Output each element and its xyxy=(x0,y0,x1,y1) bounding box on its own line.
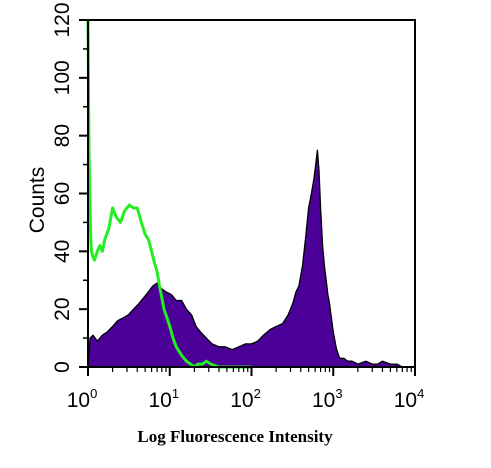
x-tick-base: 10 xyxy=(312,389,335,412)
x-tick-label-0: 100 xyxy=(67,386,98,412)
x-tick-exponent: 3 xyxy=(335,386,342,401)
x-tick-exponent: 1 xyxy=(172,386,179,401)
x-tick-label-3: 103 xyxy=(312,386,343,412)
y-tick-label-1: 20 xyxy=(51,297,74,320)
y-tick-label-5: 100 xyxy=(51,60,74,95)
x-axis-label: Log Fluorescence Intensity xyxy=(137,427,333,446)
x-tick-label-2: 102 xyxy=(230,386,261,412)
y-tick-label-2: 40 xyxy=(51,240,74,263)
y-tick-label-3: 60 xyxy=(51,182,74,205)
plot-area xyxy=(86,20,408,369)
x-tick-label-4: 104 xyxy=(394,386,425,412)
x-axis: 100 101 102 103 104 xyxy=(67,367,425,412)
x-tick-exponent: 0 xyxy=(90,386,97,401)
x-tick-exponent: 4 xyxy=(417,386,424,401)
series-0-filled-histogram xyxy=(87,149,408,368)
y-axis-label: Counts xyxy=(26,167,49,234)
x-tick-base: 10 xyxy=(394,389,417,412)
x-tick-base: 10 xyxy=(230,389,253,412)
y-tick-label-6: 120 xyxy=(51,2,74,37)
x-tick-base: 10 xyxy=(148,389,171,412)
y-tick-label-0: 0 xyxy=(51,361,74,373)
x-tick-base: 10 xyxy=(67,389,90,412)
x-tick-exponent: 2 xyxy=(254,386,261,401)
x-tick-label-1: 101 xyxy=(148,386,179,412)
y-axis: 0 20 40 60 80 100 120 xyxy=(51,2,88,373)
y-tick-label-4: 80 xyxy=(51,124,74,147)
